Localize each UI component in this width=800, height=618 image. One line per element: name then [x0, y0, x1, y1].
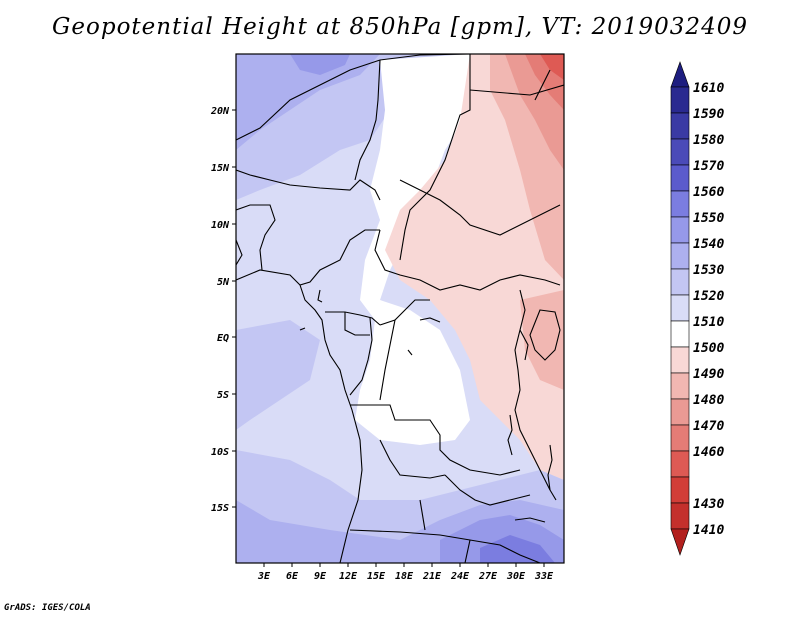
colorbar-box: [670, 424, 690, 452]
map-title: Geopotential Height at 850hPa [gpm], VT:…: [52, 14, 748, 40]
colorbar-box: [670, 398, 690, 426]
geopotential-field: [236, 54, 564, 563]
lon-label: 12E: [339, 571, 358, 582]
colorbar-box: [670, 502, 690, 530]
lat-label: EQ: [217, 333, 229, 344]
colorbar-box: [670, 86, 690, 114]
colorbar-label: 1550: [693, 211, 724, 226]
lon-label: 18E: [395, 571, 414, 582]
colorbar-label: 1410: [693, 523, 724, 538]
colorbar-box: [670, 476, 690, 504]
grads-credit: GrADS: IGES/COLA: [4, 603, 91, 613]
lat-label: 15S: [211, 503, 229, 514]
lon-axis: 3E 6E 9E 12E 15E 18E 21E 24E 27E 30E 33E: [257, 563, 554, 582]
colorbar-box: [670, 112, 690, 140]
colorbar-bottom-arrow: [670, 528, 690, 556]
colorbar-box: [670, 216, 690, 244]
colorbar-box: [670, 372, 690, 400]
colorbar-label: 1610: [693, 81, 724, 96]
colorbar-label: 1460: [693, 445, 724, 460]
colorbar-label: 1430: [693, 497, 724, 512]
colorbar-box: [670, 294, 690, 322]
colorbar-box: [670, 164, 690, 192]
colorbar-box: [670, 138, 690, 166]
lat-label: 20N: [210, 106, 230, 117]
colorbar-box: [670, 242, 690, 270]
colorbar-label: 1470: [693, 419, 724, 434]
colorbar-box: [670, 190, 690, 218]
lon-label: 33E: [534, 571, 554, 582]
colorbar-box: [670, 320, 690, 348]
lon-label: 24E: [450, 571, 470, 582]
field-region-nw-darker: [290, 54, 350, 75]
colorbar-label: 1580: [693, 133, 724, 148]
field-region-nw-dark: [236, 54, 380, 150]
colorbar-labels: 1610 1590 1580 1570 1560 1550 1540 1530 …: [693, 81, 724, 538]
colorbar-label: 1490: [693, 367, 724, 382]
lat-label: 15N: [211, 163, 230, 174]
colorbar-top-arrow: [670, 61, 690, 88]
lat-label: 10S: [211, 447, 229, 458]
field-region-white: [355, 54, 470, 445]
colorbar-label: 1520: [693, 289, 724, 304]
lat-label: 5S: [217, 390, 229, 401]
colorbar-box: [670, 450, 690, 478]
lon-label: 6E: [286, 571, 299, 582]
lat-axis: 20N 15N 10N 5N EQ 5S 10S 15S: [210, 106, 236, 514]
field-region-west: [236, 320, 320, 430]
colorbar-box: [670, 346, 690, 374]
lon-label: 27E: [478, 571, 498, 582]
colorbar: [670, 61, 690, 556]
colorbar-label: 1530: [693, 263, 724, 278]
field-region-south-darkest: [480, 535, 555, 563]
lon-label: 15E: [367, 571, 386, 582]
colorbar-label: 1510: [693, 315, 724, 330]
lat-label: 5N: [217, 277, 230, 288]
colorbar-label: 1540: [693, 237, 724, 252]
lon-label: 9E: [314, 571, 327, 582]
borders: [236, 54, 564, 563]
colorbar-label: 1570: [693, 159, 724, 174]
lat-label: 10N: [211, 220, 230, 231]
lon-label: 3E: [257, 571, 271, 582]
colorbar-box: [670, 268, 690, 296]
lon-label: 21E: [422, 571, 442, 582]
field-region-pink-lakes: [520, 290, 564, 390]
map-frame: [235, 53, 565, 564]
colorbar-label: 1480: [693, 393, 724, 408]
field-region-pink5: [540, 54, 564, 80]
colorbar-label: 1560: [693, 185, 724, 200]
colorbar-label: 1590: [693, 107, 724, 122]
lon-label: 30E: [506, 571, 526, 582]
colorbar-label: 1500: [693, 341, 724, 356]
